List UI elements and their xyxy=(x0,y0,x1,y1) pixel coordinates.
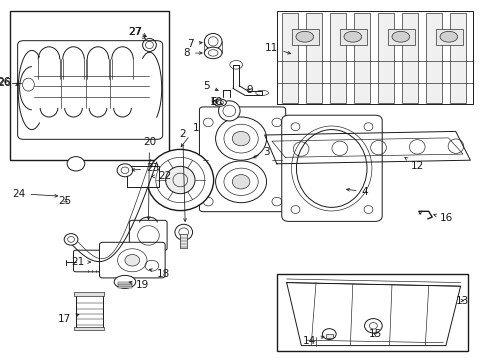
Bar xyxy=(450,13,466,103)
FancyBboxPatch shape xyxy=(282,115,382,221)
Bar xyxy=(378,13,394,103)
Bar xyxy=(388,29,415,45)
Text: 1: 1 xyxy=(181,123,199,147)
Text: 15: 15 xyxy=(368,329,382,339)
Text: 8: 8 xyxy=(183,48,202,58)
Bar xyxy=(426,13,442,103)
Bar xyxy=(306,13,322,103)
Ellipse shape xyxy=(166,166,195,194)
Text: 23: 23 xyxy=(132,163,159,174)
FancyBboxPatch shape xyxy=(74,250,105,272)
Text: 14: 14 xyxy=(303,336,324,346)
FancyBboxPatch shape xyxy=(99,242,165,278)
Ellipse shape xyxy=(117,164,133,177)
Ellipse shape xyxy=(232,175,250,189)
Bar xyxy=(74,292,104,296)
Text: 26: 26 xyxy=(0,78,11,88)
Ellipse shape xyxy=(296,31,314,42)
Text: 16: 16 xyxy=(434,213,453,223)
Text: 27: 27 xyxy=(128,27,146,39)
FancyBboxPatch shape xyxy=(199,107,286,212)
Text: 9: 9 xyxy=(246,85,253,95)
Ellipse shape xyxy=(175,224,193,240)
Text: 25: 25 xyxy=(58,195,71,206)
Bar xyxy=(330,13,346,103)
Text: 10: 10 xyxy=(210,96,223,107)
Bar xyxy=(436,29,463,45)
Ellipse shape xyxy=(232,131,250,146)
Bar xyxy=(118,282,132,284)
Text: 3: 3 xyxy=(253,147,270,158)
Bar xyxy=(180,234,187,248)
Ellipse shape xyxy=(204,33,222,49)
Bar xyxy=(282,13,298,103)
Bar xyxy=(10,11,169,160)
Text: 13: 13 xyxy=(456,296,469,306)
Text: 5: 5 xyxy=(203,81,218,91)
Bar xyxy=(354,13,370,103)
Polygon shape xyxy=(287,283,461,346)
Text: 19: 19 xyxy=(129,280,149,290)
FancyBboxPatch shape xyxy=(18,41,163,139)
Text: 18: 18 xyxy=(149,269,170,279)
Bar xyxy=(340,29,367,45)
Bar xyxy=(292,29,319,45)
Bar xyxy=(402,13,418,103)
Ellipse shape xyxy=(365,319,382,333)
Ellipse shape xyxy=(440,31,458,42)
Bar xyxy=(74,327,104,330)
Text: 27: 27 xyxy=(127,27,142,37)
Ellipse shape xyxy=(114,275,136,288)
Text: 26: 26 xyxy=(0,77,19,87)
Polygon shape xyxy=(265,131,470,164)
Bar xyxy=(326,334,333,338)
Bar xyxy=(277,274,468,351)
Text: 22: 22 xyxy=(152,171,171,181)
Bar xyxy=(127,166,159,187)
Text: 20: 20 xyxy=(143,137,156,220)
Ellipse shape xyxy=(344,31,362,42)
Text: 6: 6 xyxy=(210,96,222,107)
Bar xyxy=(118,286,132,288)
FancyBboxPatch shape xyxy=(129,220,167,251)
Text: 11: 11 xyxy=(265,42,291,54)
Text: 12: 12 xyxy=(405,158,424,171)
Ellipse shape xyxy=(147,149,214,211)
Bar xyxy=(118,284,132,286)
Ellipse shape xyxy=(64,234,78,245)
Text: 21: 21 xyxy=(71,257,91,267)
Ellipse shape xyxy=(125,255,140,266)
Ellipse shape xyxy=(392,31,410,42)
Text: 17: 17 xyxy=(58,314,79,324)
Text: 24: 24 xyxy=(12,189,58,199)
FancyBboxPatch shape xyxy=(277,11,473,104)
Text: 2: 2 xyxy=(179,129,186,221)
Ellipse shape xyxy=(322,329,336,339)
Ellipse shape xyxy=(67,157,85,171)
Ellipse shape xyxy=(214,99,226,106)
Bar xyxy=(76,295,103,329)
Text: 4: 4 xyxy=(346,186,368,197)
Ellipse shape xyxy=(204,47,222,59)
Text: 7: 7 xyxy=(187,39,202,49)
Ellipse shape xyxy=(219,101,240,121)
